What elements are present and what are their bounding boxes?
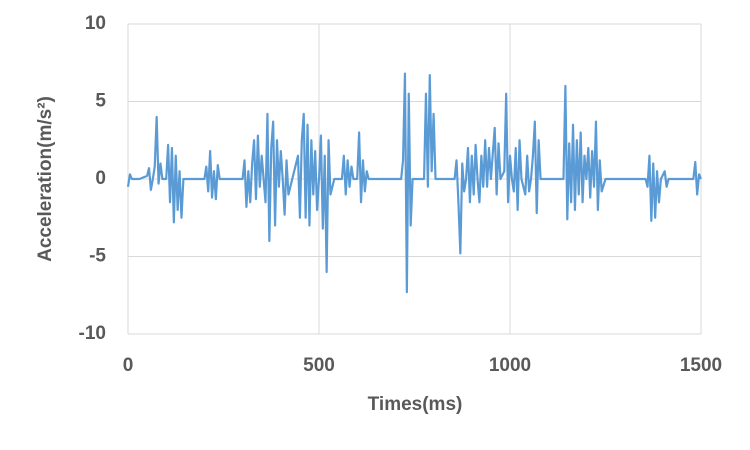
- data-line: [126, 72, 703, 294]
- y-tick-label: -10: [79, 323, 106, 344]
- y-tick-label: -5: [89, 246, 106, 267]
- y-axis-title: Acceleration(m/s²): [35, 96, 56, 262]
- x-tick-label: 500: [303, 355, 335, 376]
- y-tick-label: 5: [95, 91, 106, 112]
- y-tick-label: 0: [95, 168, 106, 189]
- y-tick-label: 10: [85, 13, 106, 34]
- x-tick-label: 1000: [489, 355, 531, 376]
- x-axis-title: Times(ms): [368, 394, 463, 415]
- x-tick-label: 0: [123, 355, 134, 376]
- x-tick-label: 1500: [680, 355, 722, 376]
